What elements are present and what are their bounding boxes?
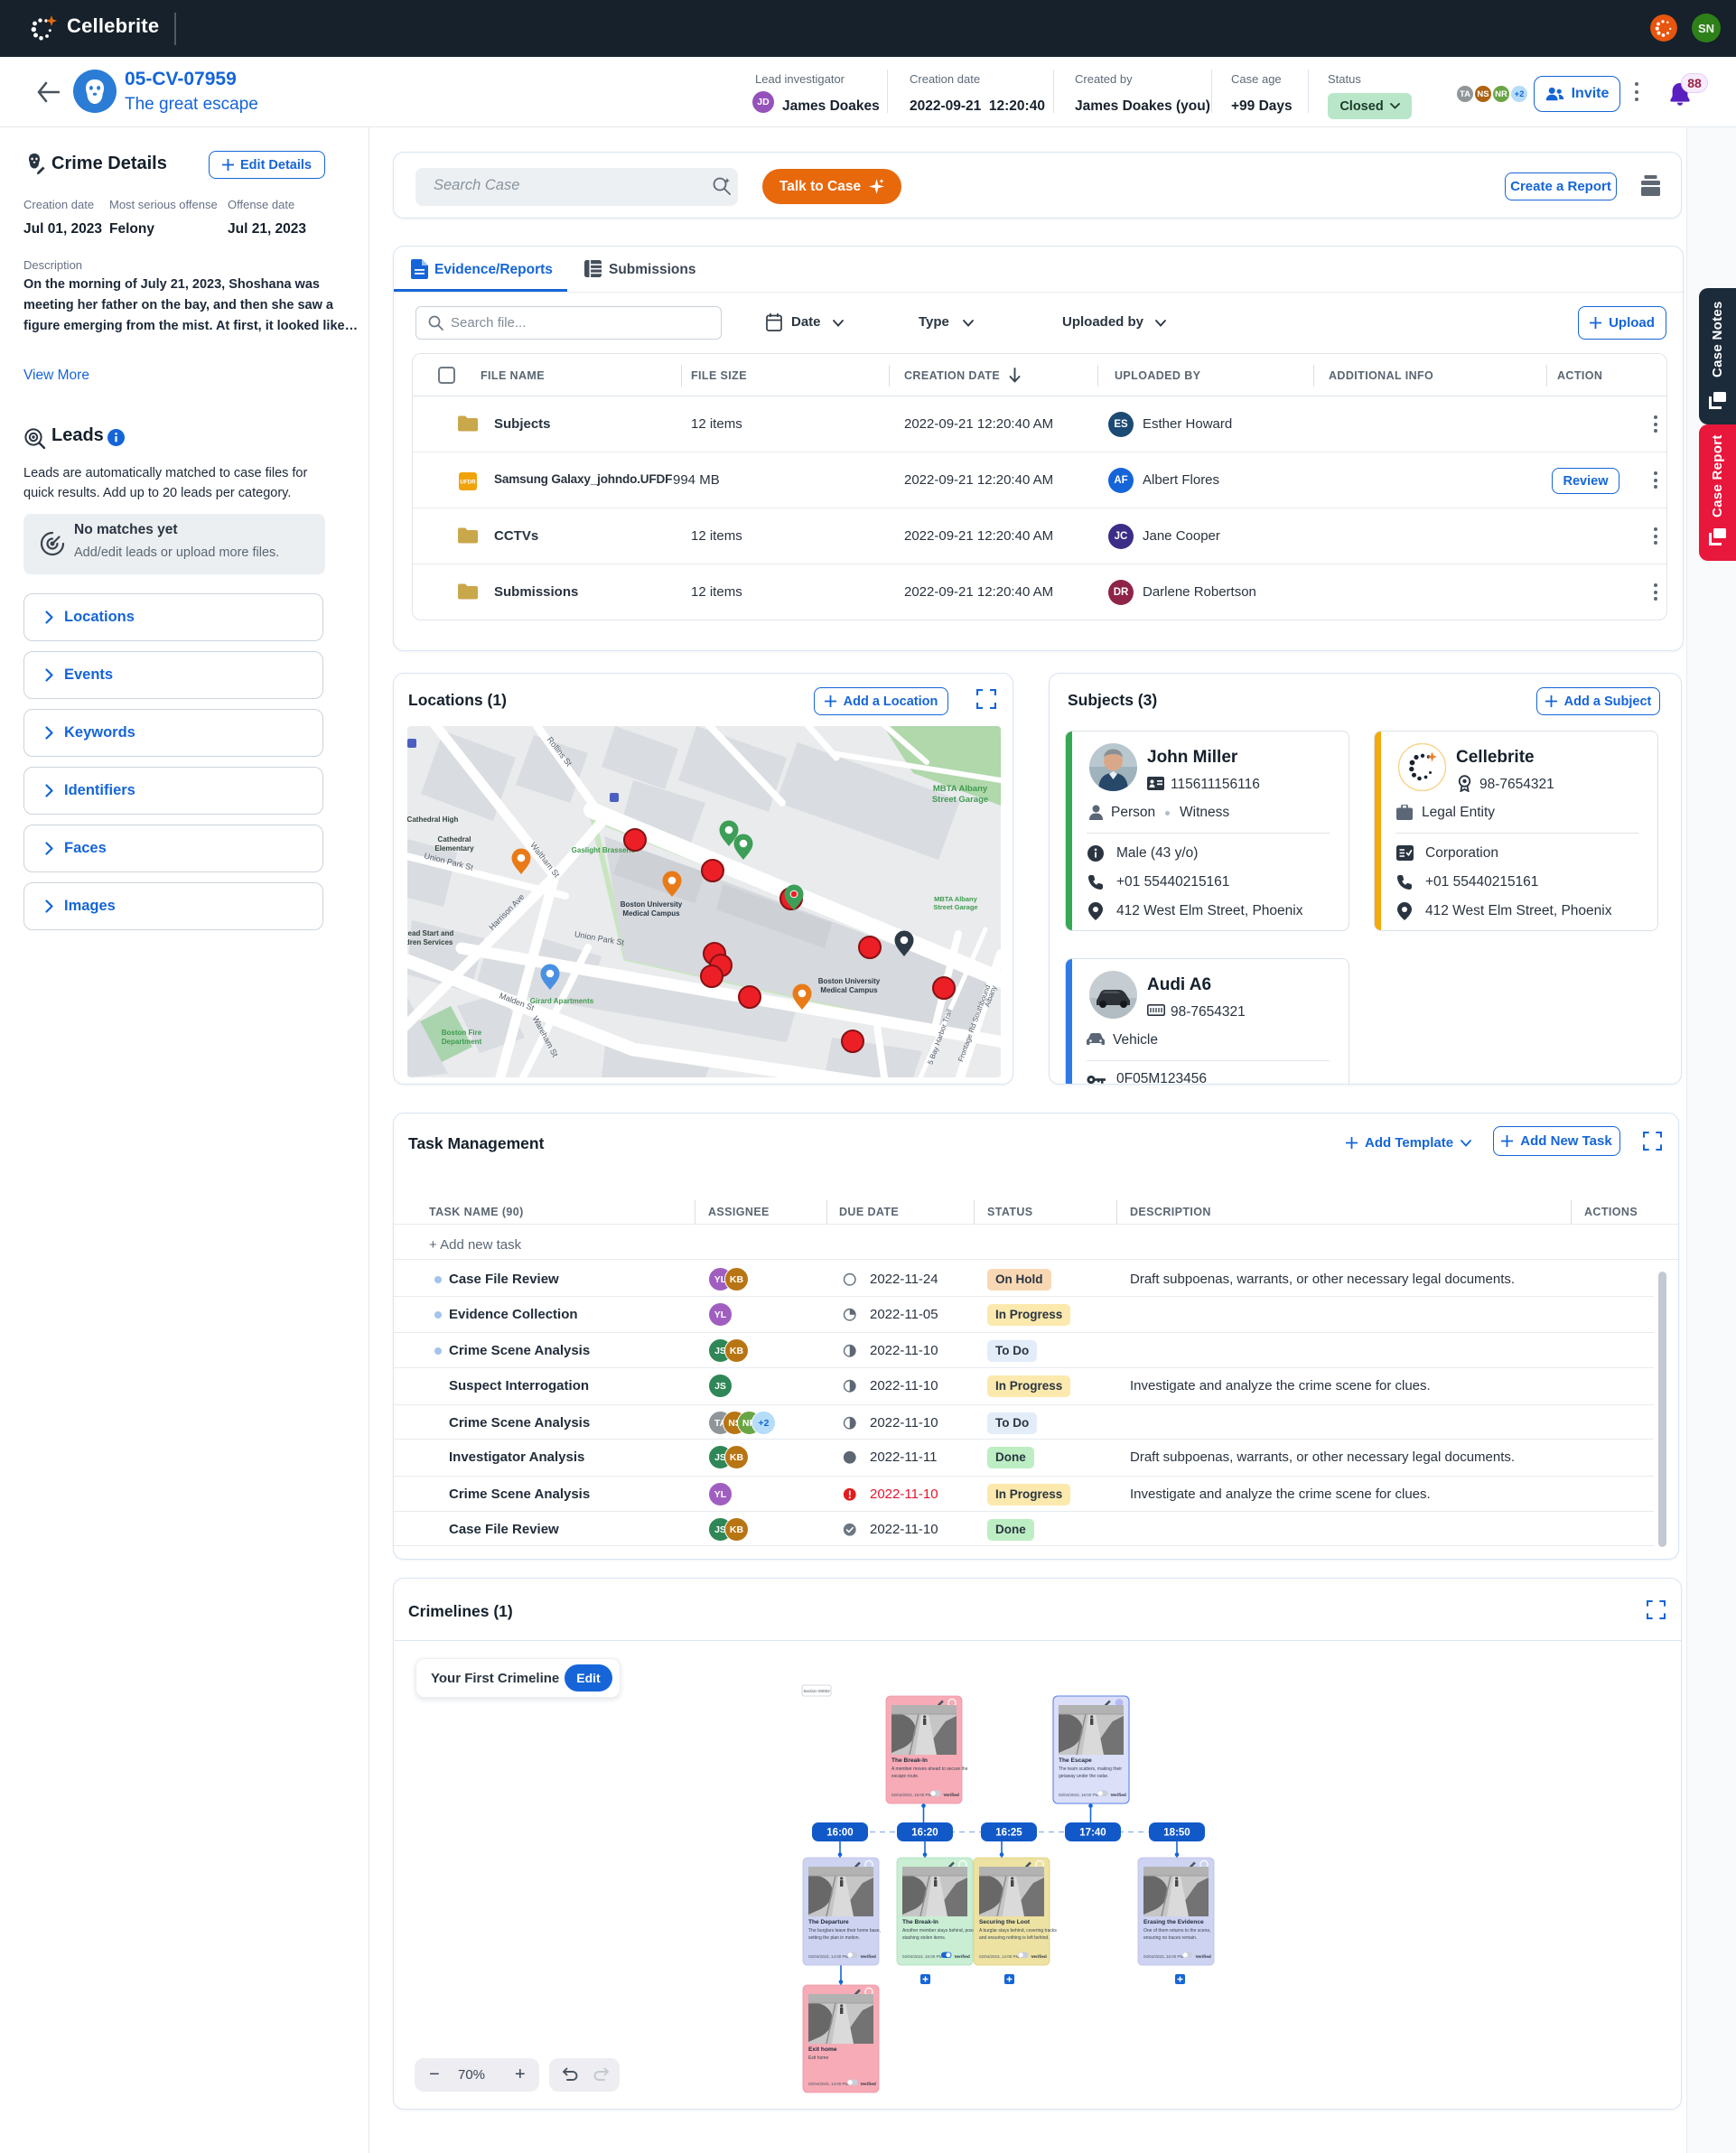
svg-text:Verified: Verified [1031,1954,1047,1960]
svg-text:MBTA Albany: MBTA Albany [933,784,988,794]
svg-text:escape route.: escape route. [891,1774,919,1779]
svg-text:The Break-In: The Break-In [891,1757,928,1764]
svg-text:setting the plan in motion.: setting the plan in motion. [808,1935,860,1941]
svg-text:16:20: 16:20 [911,1828,938,1839]
svg-text:Section 00002: Section 00002 [803,1689,830,1693]
svg-text:Verified: Verified [1111,1793,1126,1798]
svg-text:MBTA Albany: MBTA Albany [934,895,977,903]
svg-text:02/04/2023, 16:00 PM: 02/04/2023, 16:00 PM [1059,1793,1099,1797]
svg-text:and ensuring nothing is left b: and ensuring nothing is left behind. [979,1935,1050,1941]
svg-text:Head Start and: Head Start and [407,929,453,937]
svg-text:getaway under the radar.: getaway under the radar. [1059,1774,1108,1779]
svg-text:Department: Department [442,1038,482,1046]
svg-text:17:40: 17:40 [1079,1828,1106,1839]
svg-text:Boston University: Boston University [621,900,683,909]
svg-text:Cathedral High: Cathedral High [407,816,459,824]
svg-text:18:50: 18:50 [1163,1828,1190,1839]
svg-text:Elementary: Elementary [434,844,474,853]
svg-text:Verified: Verified [1196,1954,1211,1960]
svg-text:16:00: 16:00 [826,1828,853,1839]
svg-text:Securing the Loot: Securing the Loot [979,1919,1031,1925]
svg-text:02/04/2023, 14:00 PM: 02/04/2023, 14:00 PM [808,2082,849,2086]
svg-text:Erasing the Evidence: Erasing the Evidence [1143,1919,1204,1925]
svg-text:Cathedral: Cathedral [438,835,471,843]
svg-text:02/04/2023, 16:00 PM: 02/04/2023, 16:00 PM [1143,1954,1184,1959]
svg-text:A burglar stays behind, coveri: A burglar stays behind, covering tracks [979,1928,1057,1934]
svg-text:Girard Apartments: Girard Apartments [530,997,594,1005]
svg-text:One of them returns to the sce: One of them returns to the scene, [1143,1928,1211,1934]
svg-text:Boston University: Boston University [818,977,881,985]
svg-text:Another member stays behind, p: Another member stays behind, possibly [902,1928,982,1934]
svg-text:02/04/2023, 16:00 PM: 02/04/2023, 16:00 PM [902,1954,943,1959]
svg-text:Verified: Verified [861,2082,876,2087]
svg-text:02/04/2023, 14:00 PM: 02/04/2023, 14:00 PM [979,1954,1020,1959]
svg-text:Street Garage: Street Garage [932,795,988,805]
svg-text:Exit home: Exit home [808,2055,828,2061]
svg-text:Exit home: Exit home [808,2046,837,2053]
svg-text:Verified: Verified [861,1954,876,1960]
svg-text:A member moves ahead to secure: A member moves ahead to secure the [891,1766,968,1772]
svg-text:UFDR: UFDR [460,480,476,486]
svg-text:16:25: 16:25 [995,1828,1022,1839]
svg-text:The Departure: The Departure [808,1919,849,1925]
svg-text:02/04/2023, 14:00 PM: 02/04/2023, 14:00 PM [808,1954,849,1959]
svg-text:Medical Campus: Medical Campus [820,986,878,994]
svg-text:Verified: Verified [955,1954,970,1960]
svg-text:Verified: Verified [944,1793,959,1798]
svg-text:Gaslight Brasserie: Gaslight Brasserie [572,846,636,854]
svg-text:Medical Campus: Medical Campus [622,909,680,918]
svg-text:stashing stolen items.: stashing stolen items. [902,1935,946,1941]
svg-text:The Escape: The Escape [1059,1757,1092,1764]
svg-text:Boston Fire: Boston Fire [442,1029,482,1037]
svg-text:The Break-In: The Break-In [902,1919,938,1925]
svg-text:The team scatters, making thei: The team scatters, making their [1059,1766,1122,1772]
svg-text:ensuring no traces remain.: ensuring no traces remain. [1143,1935,1197,1941]
svg-text:Street Garage: Street Garage [933,903,977,911]
svg-text:The burglars leave their home: The burglars leave their home base, [808,1928,881,1934]
svg-text:ldren Services: ldren Services [407,938,453,946]
svg-text:02/04/2023, 16:00 PM: 02/04/2023, 16:00 PM [891,1793,932,1797]
